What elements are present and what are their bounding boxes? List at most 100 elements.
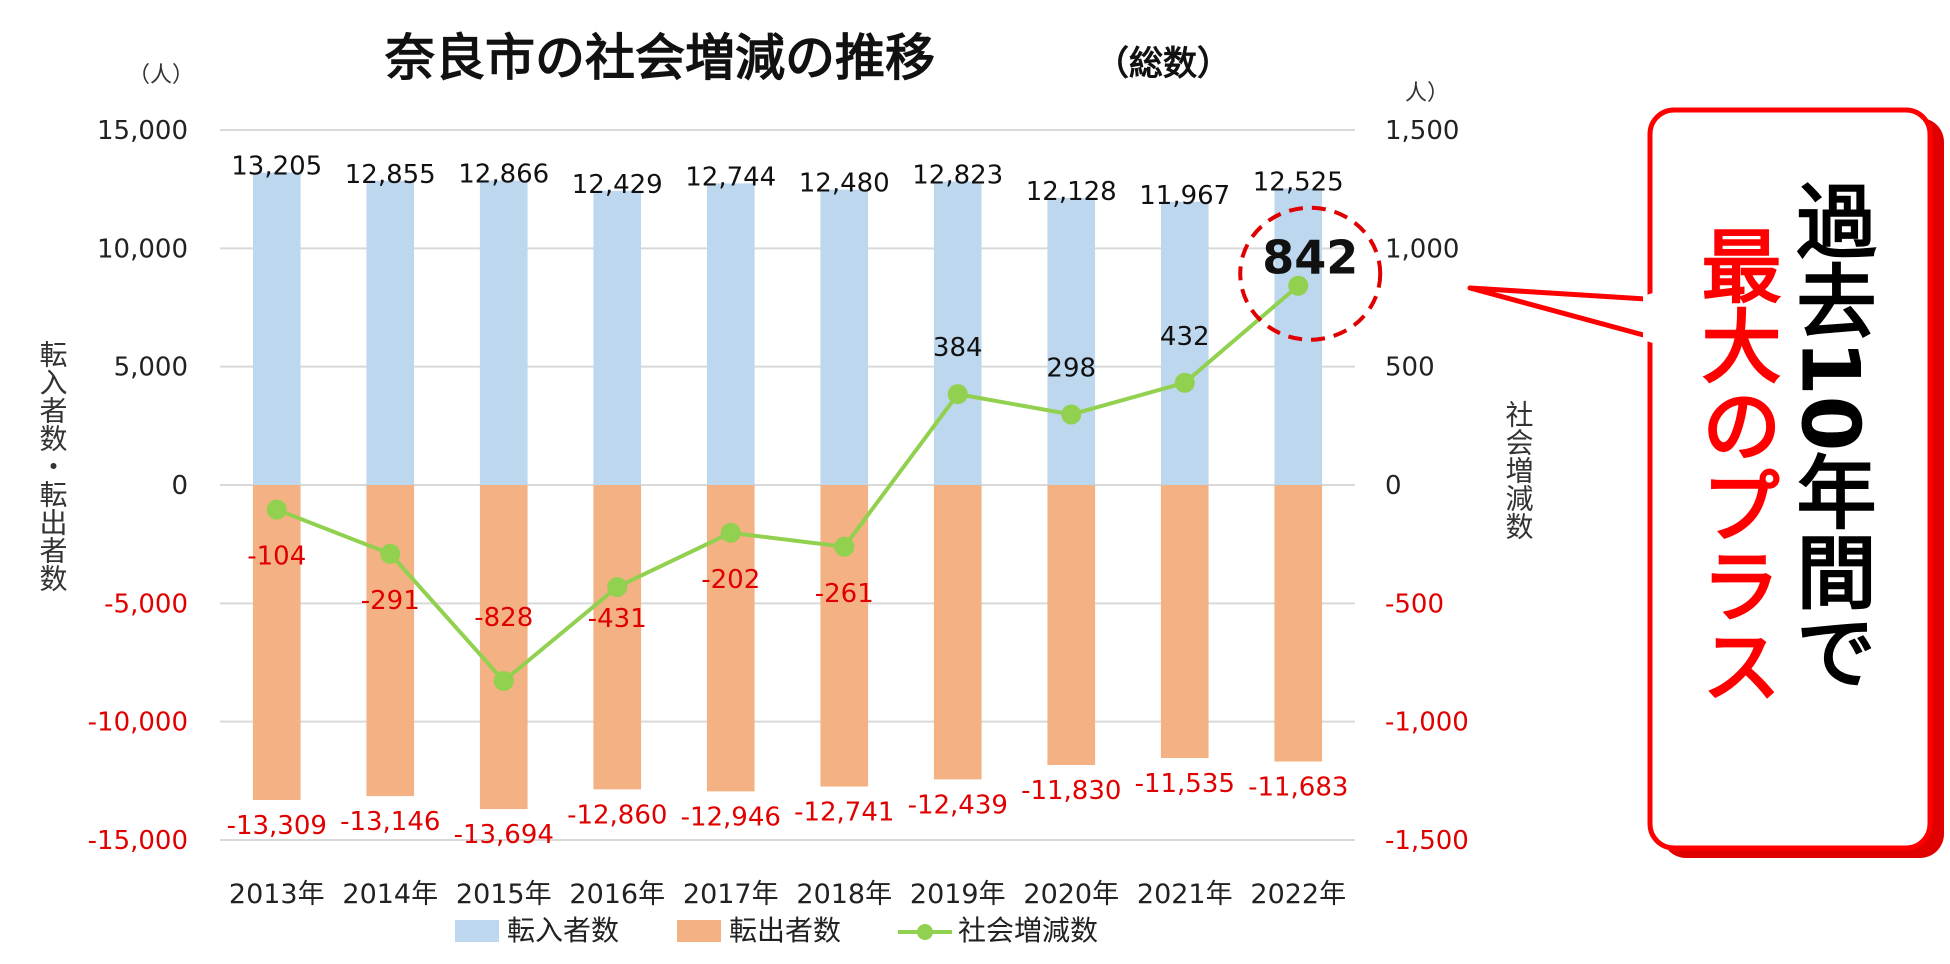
bar-label-outflow: -11,683 xyxy=(1248,772,1348,802)
chart-subtitle: （総数） xyxy=(1095,44,1231,84)
x-category-label: 2021年 xyxy=(1137,879,1233,910)
line-net-change xyxy=(276,284,1300,684)
left-tick-label: -10,000 xyxy=(88,708,188,738)
right-axis-ticks: 1,500 1,000 500 0 -500 -1,000 -1,500 xyxy=(1385,116,1469,856)
line-label: 432 xyxy=(1160,322,1210,352)
bar-label-inflow: 12,525 xyxy=(1253,168,1344,198)
bar-inflow xyxy=(1160,201,1209,485)
line-label: -202 xyxy=(701,565,760,595)
line-label: -828 xyxy=(474,603,533,633)
bar-label-inflow: 12,480 xyxy=(799,169,890,199)
bar-label-outflow: -12,860 xyxy=(567,800,667,830)
bar-outflow xyxy=(1047,485,1096,765)
line-series xyxy=(266,275,1309,691)
bar-inflow xyxy=(366,180,415,485)
highlight-circle xyxy=(1238,205,1383,342)
x-category-label: 2019年 xyxy=(910,879,1006,910)
bar-outflow xyxy=(820,485,869,787)
x-category-label: 2018年 xyxy=(796,879,892,910)
line-marker xyxy=(834,536,855,557)
x-category-label: 2016年 xyxy=(569,879,665,910)
left-tick-label: 10,000 xyxy=(97,234,188,264)
bar-label-outflow: -12,946 xyxy=(681,802,781,832)
right-axis-unit: 人） xyxy=(1405,81,1449,106)
line-marker xyxy=(1061,404,1082,425)
bar-outflow xyxy=(1274,485,1323,762)
bar-label-inflow: 12,429 xyxy=(572,170,663,200)
legend-label-net: 社会増減数 xyxy=(958,914,1098,947)
line-marker xyxy=(380,543,401,564)
line-label-highlight: 842 xyxy=(1262,231,1358,285)
left-tick-label: 0 xyxy=(171,471,188,501)
callout-text-line2: 最大のプラス xyxy=(1689,225,1782,705)
bar-label-outflow: -12,741 xyxy=(794,798,894,828)
left-tick-label: -15,000 xyxy=(88,826,188,856)
left-axis-ticks: 15,000 10,000 5,000 0 -5,000 -10,000 -15,000 xyxy=(88,116,188,856)
line-marker xyxy=(720,522,741,543)
legend: 転入者数 転出者数 社会増減数 xyxy=(455,914,1098,947)
legend-swatch-outflow xyxy=(677,920,721,942)
legend-swatch-inflow xyxy=(455,920,499,942)
bar-label-outflow: -12,439 xyxy=(908,790,1008,820)
bar-label-inflow: 12,855 xyxy=(345,160,436,190)
line-marker xyxy=(1174,372,1195,393)
bar-label-inflow: 12,866 xyxy=(458,160,549,190)
x-category-label: 2020年 xyxy=(1023,879,1119,910)
bar-outflow xyxy=(366,485,415,797)
line-label: -431 xyxy=(588,604,647,634)
left-axis-title: 転入者数・転出者数 xyxy=(36,340,69,592)
callout-text-line1: 過去10年間で xyxy=(1784,180,1877,691)
left-tick-label: -5,000 xyxy=(104,589,188,619)
highlight-group xyxy=(1238,205,1383,342)
bar-inflow xyxy=(933,181,982,485)
right-tick-label: 500 xyxy=(1385,353,1435,383)
line-marker xyxy=(493,670,514,691)
bar-inflow xyxy=(706,183,755,485)
legend-label-inflow: 転入者数 xyxy=(507,914,619,947)
x-category-label: 2017年 xyxy=(683,879,779,910)
line-label: 384 xyxy=(933,333,983,363)
bar-label-outflow: -11,830 xyxy=(1021,776,1121,806)
line-label: -291 xyxy=(361,586,420,616)
x-category-label: 2014年 xyxy=(342,879,438,910)
bar-outflow xyxy=(1160,485,1209,758)
legend-label-outflow: 転出者数 xyxy=(729,914,841,947)
callout-box xyxy=(1647,107,1933,851)
bar-inflow xyxy=(252,172,301,485)
line-label: 298 xyxy=(1046,353,1096,383)
bar-label-inflow: 12,823 xyxy=(912,161,1003,191)
right-tick-label: -1,500 xyxy=(1385,826,1469,856)
bar-labels: 13,205 12,855 12,866 12,429 12,744 12,480 12,8… xyxy=(227,151,1349,850)
legend-marker-net xyxy=(917,924,933,940)
bar-inflow xyxy=(479,180,528,485)
right-tick-label: -1,000 xyxy=(1385,708,1469,738)
bar-label-outflow: -11,535 xyxy=(1135,769,1235,799)
line-marker xyxy=(1288,275,1309,296)
callout-pointer xyxy=(1467,285,1665,343)
x-category-label: 2015年 xyxy=(456,879,552,910)
left-tick-label: 15,000 xyxy=(97,116,188,146)
right-tick-label: 1,000 xyxy=(1385,234,1459,264)
x-category-label: 2013年 xyxy=(229,879,325,910)
x-category-label: 2022年 xyxy=(1250,879,1346,910)
bar-inflow xyxy=(593,190,642,486)
bar-label-inflow: 12,128 xyxy=(1026,177,1117,207)
line-marker xyxy=(266,499,287,520)
bar-inflow xyxy=(820,189,869,485)
bar-inflow xyxy=(1047,197,1096,485)
right-tick-label: -500 xyxy=(1385,589,1444,619)
line-label: -261 xyxy=(815,579,874,609)
line-label: -104 xyxy=(247,542,306,572)
callout-pointer-joint xyxy=(1643,292,1656,344)
x-axis-categories: 2013年 2014年 2015年 2016年 2017年 2018年 2019年 2020年… xyxy=(229,879,1346,910)
left-axis-unit: （人） xyxy=(128,63,194,88)
bar-outflow xyxy=(933,485,982,780)
right-axis-title: 社会増減数 xyxy=(1502,400,1535,540)
bar-label-inflow: 12,744 xyxy=(685,162,776,192)
line-labels: -104 -291 -828 -431 -202 -261 384 298 432 842 xyxy=(247,231,1358,634)
bar-label-inflow: 11,967 xyxy=(1139,181,1230,211)
line-marker xyxy=(947,384,968,405)
right-tick-label: 0 xyxy=(1385,471,1402,501)
bar-outflow xyxy=(593,485,642,790)
